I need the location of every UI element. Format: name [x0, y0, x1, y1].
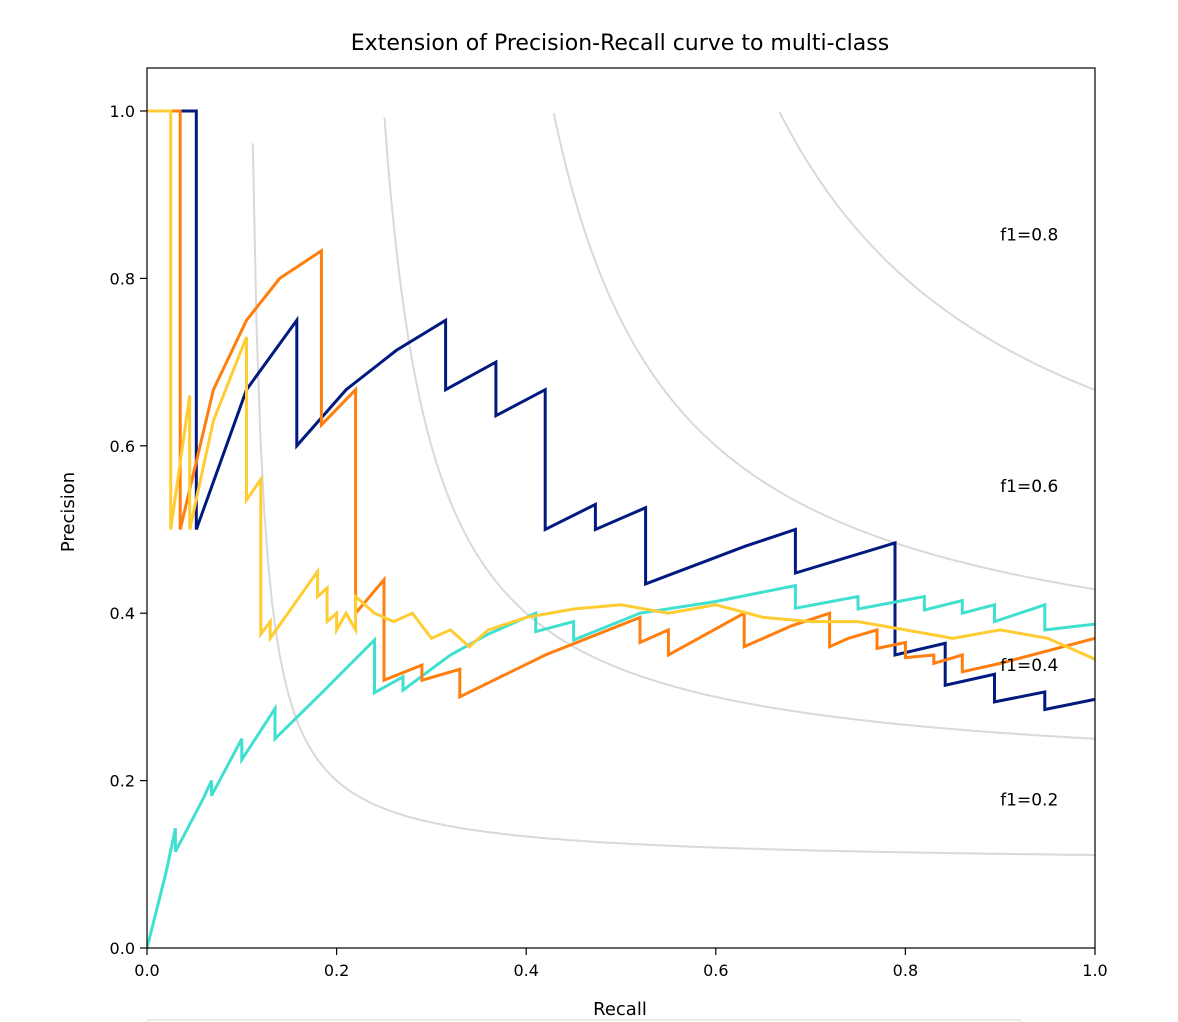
x-axis-label: Recall — [593, 999, 647, 1020]
pr-series-line-3 — [147, 109, 1095, 661]
y-axis-ticks: 0.0 0.2 0.4 0.6 0.8 1.0 — [110, 102, 147, 958]
iso-f1-curve-1 — [383, 117, 1095, 740]
chart-title: Extension of Precision-Recall curve to m… — [351, 31, 889, 56]
iso-f1-curve-0 — [251, 143, 1095, 856]
iso-f1-label-1: f1=0.4 — [1000, 656, 1058, 676]
y-tick-label-4: 0.8 — [110, 269, 135, 288]
pr-series-line-1 — [147, 583, 1095, 948]
iso-f1-label-0: f1=0.2 — [1000, 791, 1058, 811]
iso-f1-label-3: f1=0.8 — [1000, 226, 1058, 246]
iso-f1-label-2: f1=0.6 — [1000, 477, 1058, 497]
iso-f1-curves — [251, 111, 1095, 856]
x-tick-label-5: 1.0 — [1082, 961, 1107, 980]
x-tick-label-4: 0.8 — [893, 961, 918, 980]
y-tick-label-1: 0.2 — [110, 772, 135, 791]
x-tick-label-0: 0.0 — [134, 961, 159, 980]
axes-frame — [146, 67, 1096, 949]
iso-f1-curve-3 — [778, 111, 1095, 391]
y-tick-label-5: 1.0 — [110, 102, 135, 121]
y-tick-label-3: 0.6 — [110, 437, 135, 456]
legend-box — [147, 1019, 1021, 1022]
x-tick-label-2: 0.4 — [513, 961, 538, 980]
y-tick-label-0: 0.0 — [110, 939, 135, 958]
pr-series-line-2 — [147, 109, 1095, 700]
x-tick-label-1: 0.2 — [324, 961, 349, 980]
iso-f1-curve-2 — [552, 113, 1095, 591]
pr-series-line-0 — [147, 109, 1095, 712]
y-axis-label: Precision — [58, 472, 79, 552]
y-tick-label-2: 0.4 — [110, 604, 135, 623]
plot-area — [147, 109, 1095, 948]
pr-series — [147, 109, 1095, 948]
x-axis-ticks: 0.0 0.2 0.4 0.6 0.8 1.0 — [134, 948, 1108, 980]
x-tick-label-3: 0.6 — [703, 961, 728, 980]
